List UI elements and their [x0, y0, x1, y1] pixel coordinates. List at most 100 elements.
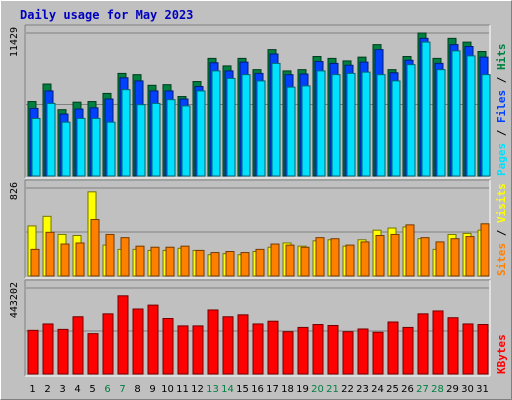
x-tick-label: 15 [236, 384, 249, 395]
kbytes-bar [402, 326, 414, 375]
x-tick-label: 29 [446, 384, 459, 395]
sites-bar [435, 241, 445, 277]
pages-bar [346, 72, 356, 177]
legend-text: Pages / Files / Hits [495, 44, 508, 177]
pages-bar [466, 55, 476, 177]
kbytes-bar [387, 321, 399, 375]
x-tick-label: 11 [176, 384, 189, 395]
kbytes-bar [477, 324, 489, 375]
sites-bar [90, 219, 100, 277]
sites-bar [360, 241, 370, 277]
kbytes-bar [147, 304, 159, 375]
sites-bar [75, 242, 85, 277]
legend-hits: Hits [495, 44, 508, 71]
legend-text: Sites / Visits [495, 183, 508, 276]
sites-bar [30, 248, 40, 277]
kbytes-bar [102, 313, 114, 375]
x-tick-label: 9 [149, 384, 155, 395]
x-tick-label: 18 [281, 384, 294, 395]
sites-bar [420, 237, 430, 277]
legend-separator: / [495, 70, 508, 90]
sites-bar [120, 237, 130, 277]
legend-pages: Pages [495, 143, 508, 176]
sites-bar [165, 246, 175, 277]
kbytes-bar [267, 320, 279, 375]
pages-bar [271, 62, 281, 177]
kbytes-bar [192, 325, 204, 375]
sites-bar [405, 224, 415, 277]
sites-bar [210, 252, 220, 277]
kbytes-bar [282, 331, 294, 375]
x-tick-label: 16 [251, 384, 264, 395]
sites-bar [345, 244, 355, 277]
pages-bar [481, 74, 491, 177]
x-tick-label: 27 [416, 384, 429, 395]
kbytes-bar [372, 331, 384, 375]
pages-bar [166, 99, 176, 177]
kbytes-bar [72, 316, 84, 375]
sites-bar [255, 248, 265, 277]
sites-bar [225, 250, 235, 277]
pages-bar [46, 102, 56, 177]
pages-bar [421, 41, 431, 177]
pages-bar [376, 74, 386, 177]
pages-bar [256, 80, 266, 177]
kbytes-bar [312, 324, 324, 375]
x-tick-label: 28 [431, 384, 444, 395]
kbytes-bar [57, 328, 69, 375]
pages-bar [181, 105, 191, 177]
x-tick-label: 10 [161, 384, 174, 395]
legend-separator: / [495, 223, 508, 243]
pages-bar [31, 117, 41, 177]
pages-bar [61, 121, 71, 177]
x-tick-label: 19 [296, 384, 309, 395]
x-tick-label: 26 [401, 384, 414, 395]
kbytes-bar [357, 328, 369, 375]
x-tick-label: 3 [59, 384, 65, 395]
chart-title: Daily usage for May 2023 [20, 8, 194, 22]
x-tick-label: 24 [371, 384, 384, 395]
kbytes-bar [432, 310, 444, 375]
x-tick-label: 5 [89, 384, 95, 395]
x-tick-label: 1 [29, 384, 35, 395]
kbytes-bar [462, 323, 474, 375]
x-tick-label: 17 [266, 384, 279, 395]
x-tick-label: 4 [74, 384, 80, 395]
kbytes-bar [237, 314, 249, 375]
pages-bar [211, 70, 221, 177]
kbytes-bar [417, 313, 429, 375]
pages-bar [391, 80, 401, 177]
pages-bar [226, 77, 236, 177]
y-max-label: 11429 [9, 27, 20, 57]
legend-files: Files [495, 90, 508, 123]
pages-bar [316, 70, 326, 177]
x-tick-label: 21 [326, 384, 339, 395]
sites-bar [135, 245, 145, 277]
y-max-label: 443202 [9, 282, 20, 318]
kbytes-bar [42, 323, 54, 375]
legend-separator: / [495, 123, 508, 143]
legend-visits: Visits [495, 183, 508, 223]
pages-bar [106, 121, 116, 177]
sites-bar [150, 246, 160, 277]
kbytes-bar [447, 317, 459, 375]
x-tick-label: 13 [206, 384, 219, 395]
x-tick-label: 14 [221, 384, 234, 395]
x-tick-label: 25 [386, 384, 399, 395]
kbytes-bar [342, 331, 354, 375]
kbytes-bar [27, 329, 39, 375]
kbytes-bar [87, 333, 99, 375]
pages-bar [286, 86, 296, 177]
sites-bar [450, 238, 460, 277]
kbytes-bar [162, 318, 174, 375]
pages-bar [196, 90, 206, 177]
y-max-label: 826 [9, 182, 20, 200]
pages-bar [121, 89, 131, 177]
x-tick-label: 31 [476, 384, 489, 395]
sites-bar [465, 236, 475, 277]
pages-bar [436, 69, 446, 177]
x-tick-label: 6 [104, 384, 110, 395]
legend-text: KBytes [495, 334, 508, 374]
x-tick-label: 22 [341, 384, 354, 395]
